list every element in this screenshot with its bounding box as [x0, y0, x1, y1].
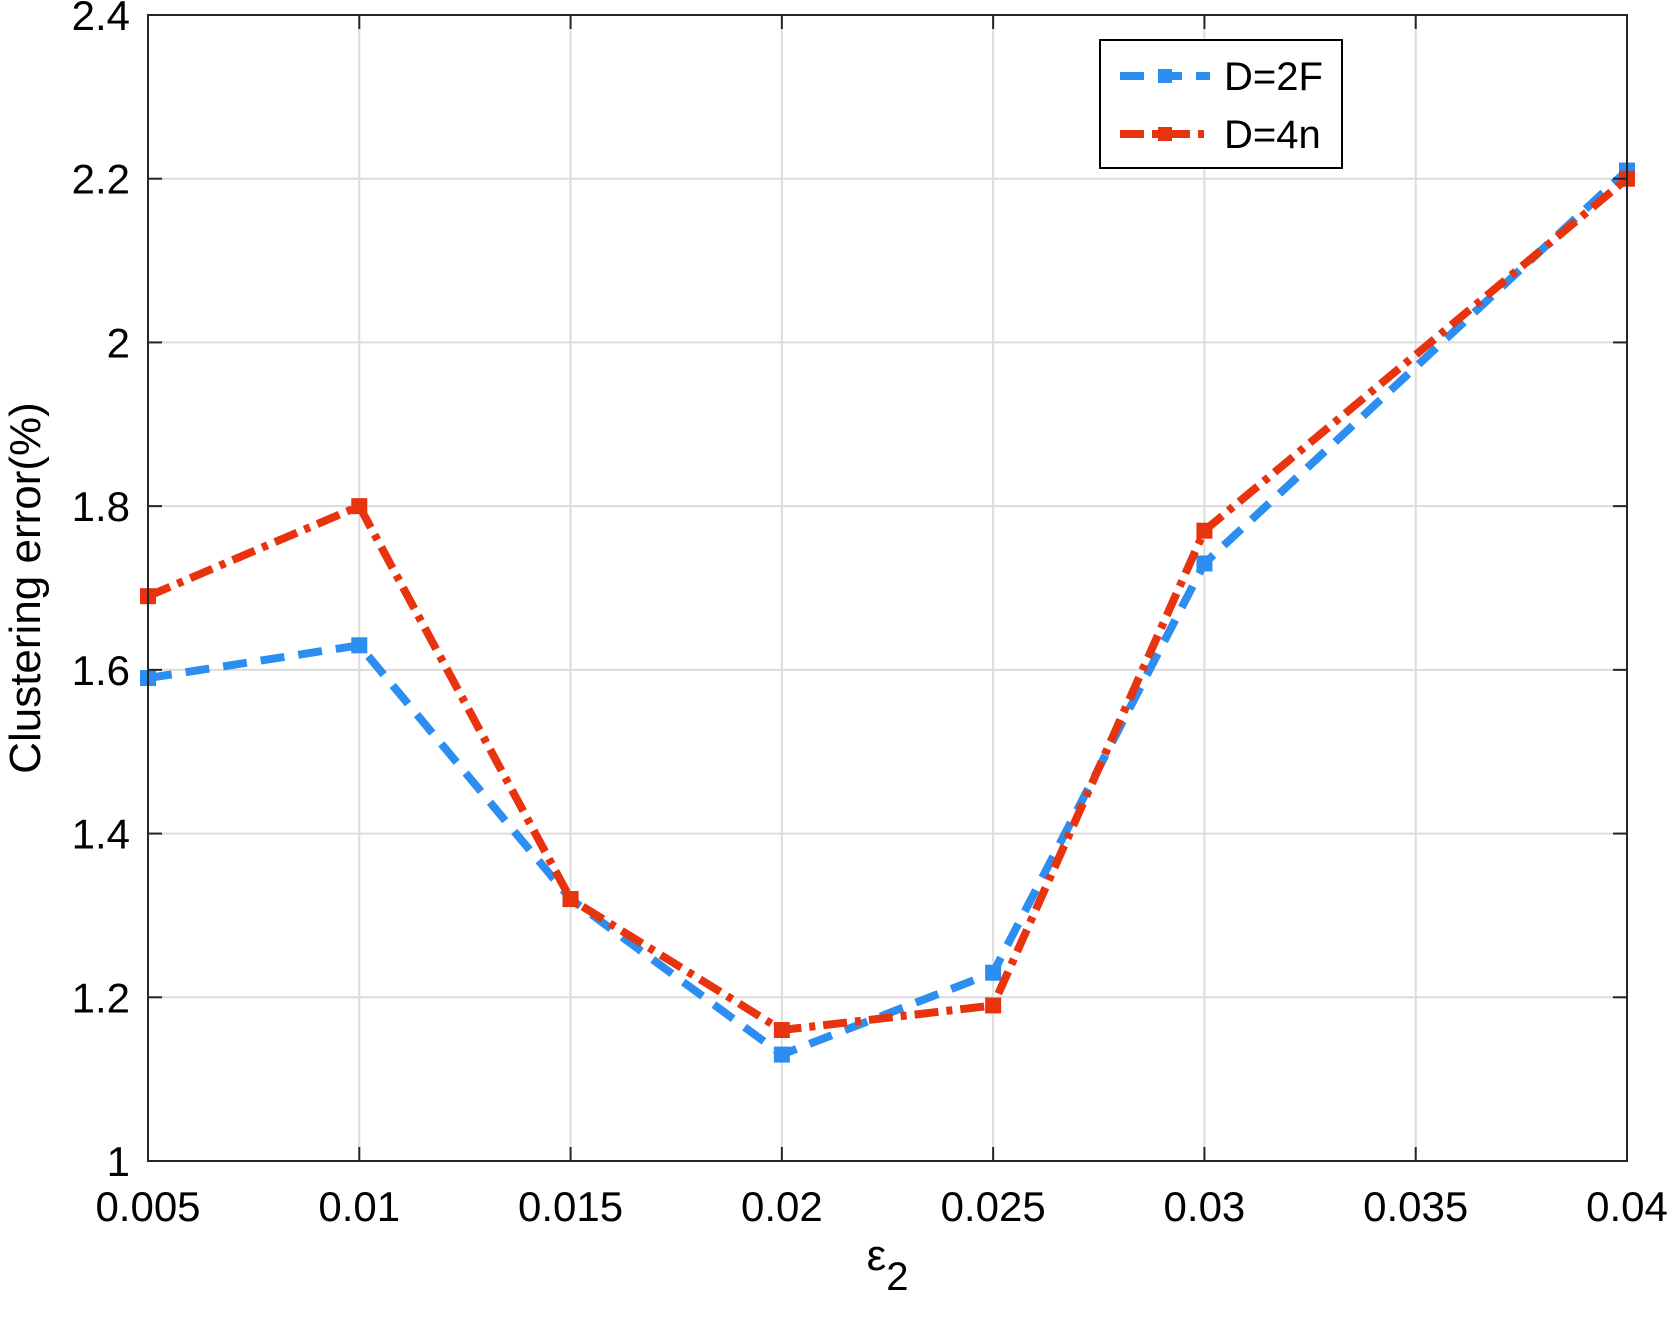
- data-point-d2f: [985, 964, 1002, 981]
- y-tick-label: 1.6: [72, 647, 130, 694]
- x-tick-label: 0.03: [1164, 1183, 1246, 1230]
- y-axis-label: Clustering error(%): [1, 402, 50, 774]
- y-tick-label: 1.4: [72, 811, 130, 858]
- x-tick-label: 0.02: [741, 1183, 823, 1230]
- y-tick-label: 2: [107, 319, 130, 366]
- data-point-d4n: [1196, 522, 1213, 539]
- x-tick-label: 0.04: [1586, 1183, 1668, 1230]
- x-tick-label: 0.025: [941, 1183, 1046, 1230]
- y-tick-label: 2.2: [72, 156, 130, 203]
- data-point-d2f: [351, 637, 368, 654]
- x-tick-label: 0.015: [518, 1183, 623, 1230]
- data-point-d2f: [1196, 555, 1213, 572]
- legend-marker-d2f: [1158, 69, 1172, 83]
- y-tick-label: 1: [107, 1138, 130, 1185]
- x-tick-label: 0.035: [1363, 1183, 1468, 1230]
- plot-frame: [147, 14, 1628, 1162]
- data-point-d4n: [351, 498, 368, 515]
- legend-label-d4n: D=4n: [1224, 113, 1321, 157]
- data-point-d4n: [773, 1022, 790, 1039]
- axis-ticks: 0.005 0.01 0.015 0.02 0.025 0.03 0.035 0.04 1 1.2…: [72, 0, 1668, 1230]
- x-tick-label: 0.005: [95, 1183, 200, 1230]
- grid-lines: [147, 14, 1628, 1162]
- legend-box: [1099, 39, 1343, 169]
- data-point-d2f: [773, 1046, 790, 1063]
- series-layer: [140, 162, 1635, 1063]
- y-tick-label: 2.4: [72, 0, 130, 39]
- data-point-d4n: [985, 997, 1002, 1014]
- x-tick-label: 0.01: [318, 1183, 400, 1230]
- x-axis-label-subscript: 2: [886, 1255, 908, 1299]
- legend: D=2F D=4n: [1099, 39, 1343, 169]
- x-axis-label: ε2: [867, 1231, 909, 1299]
- y-tick-label: 1.2: [72, 974, 130, 1021]
- y-tick-label: 1.8: [72, 483, 130, 530]
- x-axis-label-main: ε: [867, 1231, 887, 1280]
- data-point-d4n: [562, 891, 579, 908]
- legend-label-d2f: D=2F: [1224, 55, 1323, 99]
- legend-marker-d4n: [1158, 127, 1172, 141]
